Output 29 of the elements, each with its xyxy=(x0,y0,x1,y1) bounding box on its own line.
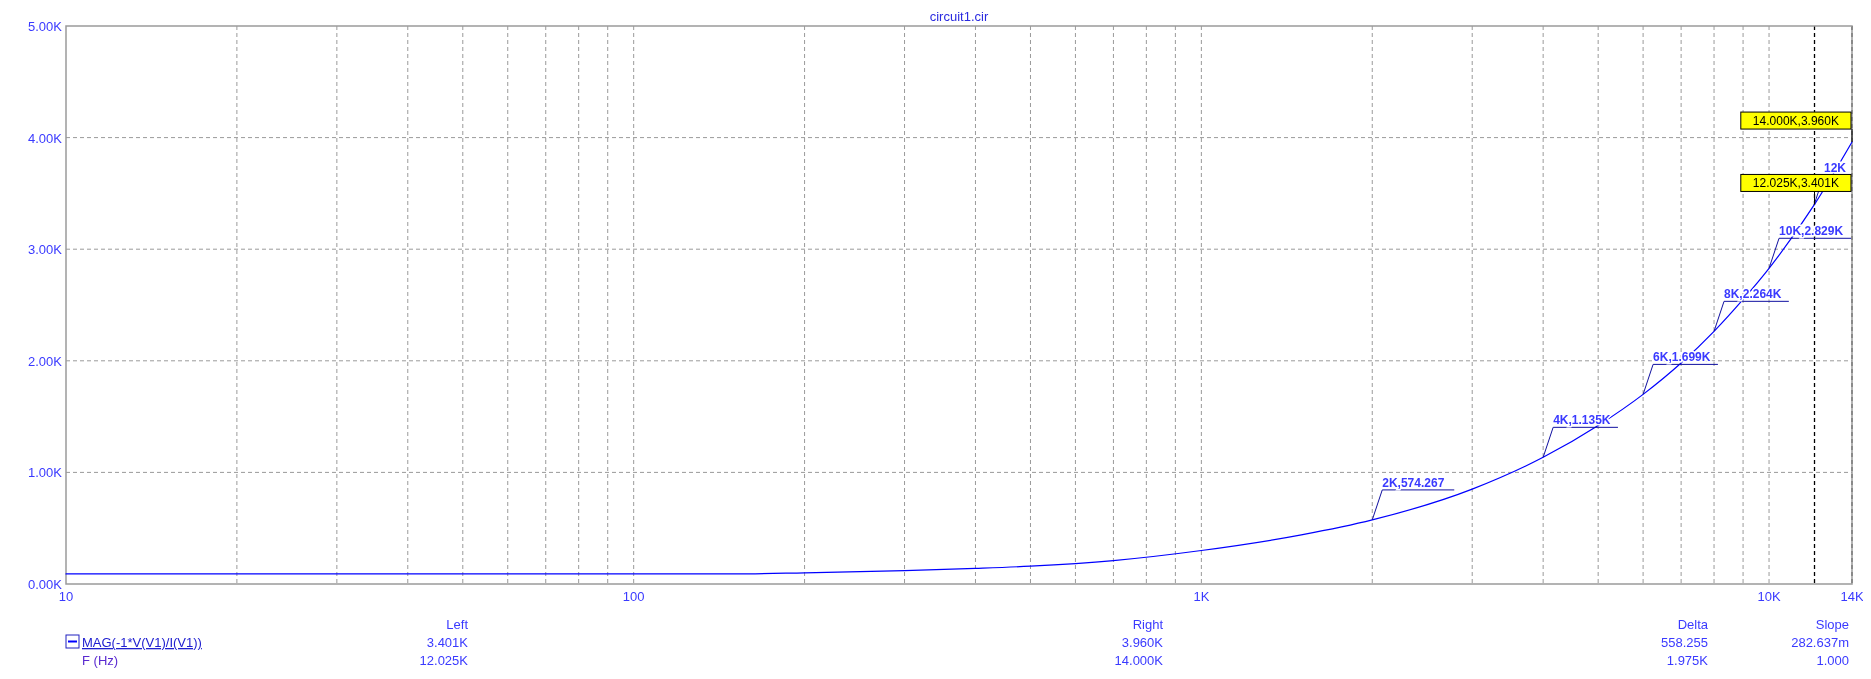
text: Left xyxy=(446,617,469,632)
chart-title: circuit1.cir xyxy=(929,9,989,24)
text: 558.255 xyxy=(1661,635,1708,650)
x-axis-title: F (Hz) xyxy=(82,653,119,668)
x-tick-label: 100 xyxy=(622,589,645,604)
x-tick-label: 14K xyxy=(1840,589,1864,604)
y-tick-label: 4.00K xyxy=(28,130,63,146)
annotation: 2K,574.267 xyxy=(1382,475,1445,490)
text: 1.975K xyxy=(1666,653,1709,668)
text: Delta xyxy=(1677,617,1709,632)
y-tick-label: 0.00K xyxy=(28,577,63,592)
text: 282.637m xyxy=(1791,635,1849,650)
text: 12.025K xyxy=(419,653,469,668)
annotation: 14.000K,3.960K xyxy=(1752,114,1839,129)
text: 3.960K xyxy=(1121,635,1164,650)
text: Right xyxy=(1132,617,1164,632)
y-tick-label: 3.00K xyxy=(28,242,63,258)
text: Slope xyxy=(1815,617,1849,632)
text: 14.000K xyxy=(1114,653,1164,668)
y-tick-label: 1.00K xyxy=(28,465,63,481)
annotation: 12.025K,3.401K xyxy=(1752,176,1839,191)
y-tick-label: 2.00K xyxy=(28,353,63,369)
legend-label: MAG(-1*V(V1)/I(V1)) xyxy=(82,635,202,650)
text: 3.401K xyxy=(426,635,469,650)
x-tick-label: 10 xyxy=(58,589,74,604)
text: 1.000 xyxy=(1816,653,1849,668)
x-tick-label: 1K xyxy=(1193,589,1210,604)
x-tick-label: 10K xyxy=(1757,589,1781,604)
y-tick-label: 5.00K xyxy=(28,19,63,34)
